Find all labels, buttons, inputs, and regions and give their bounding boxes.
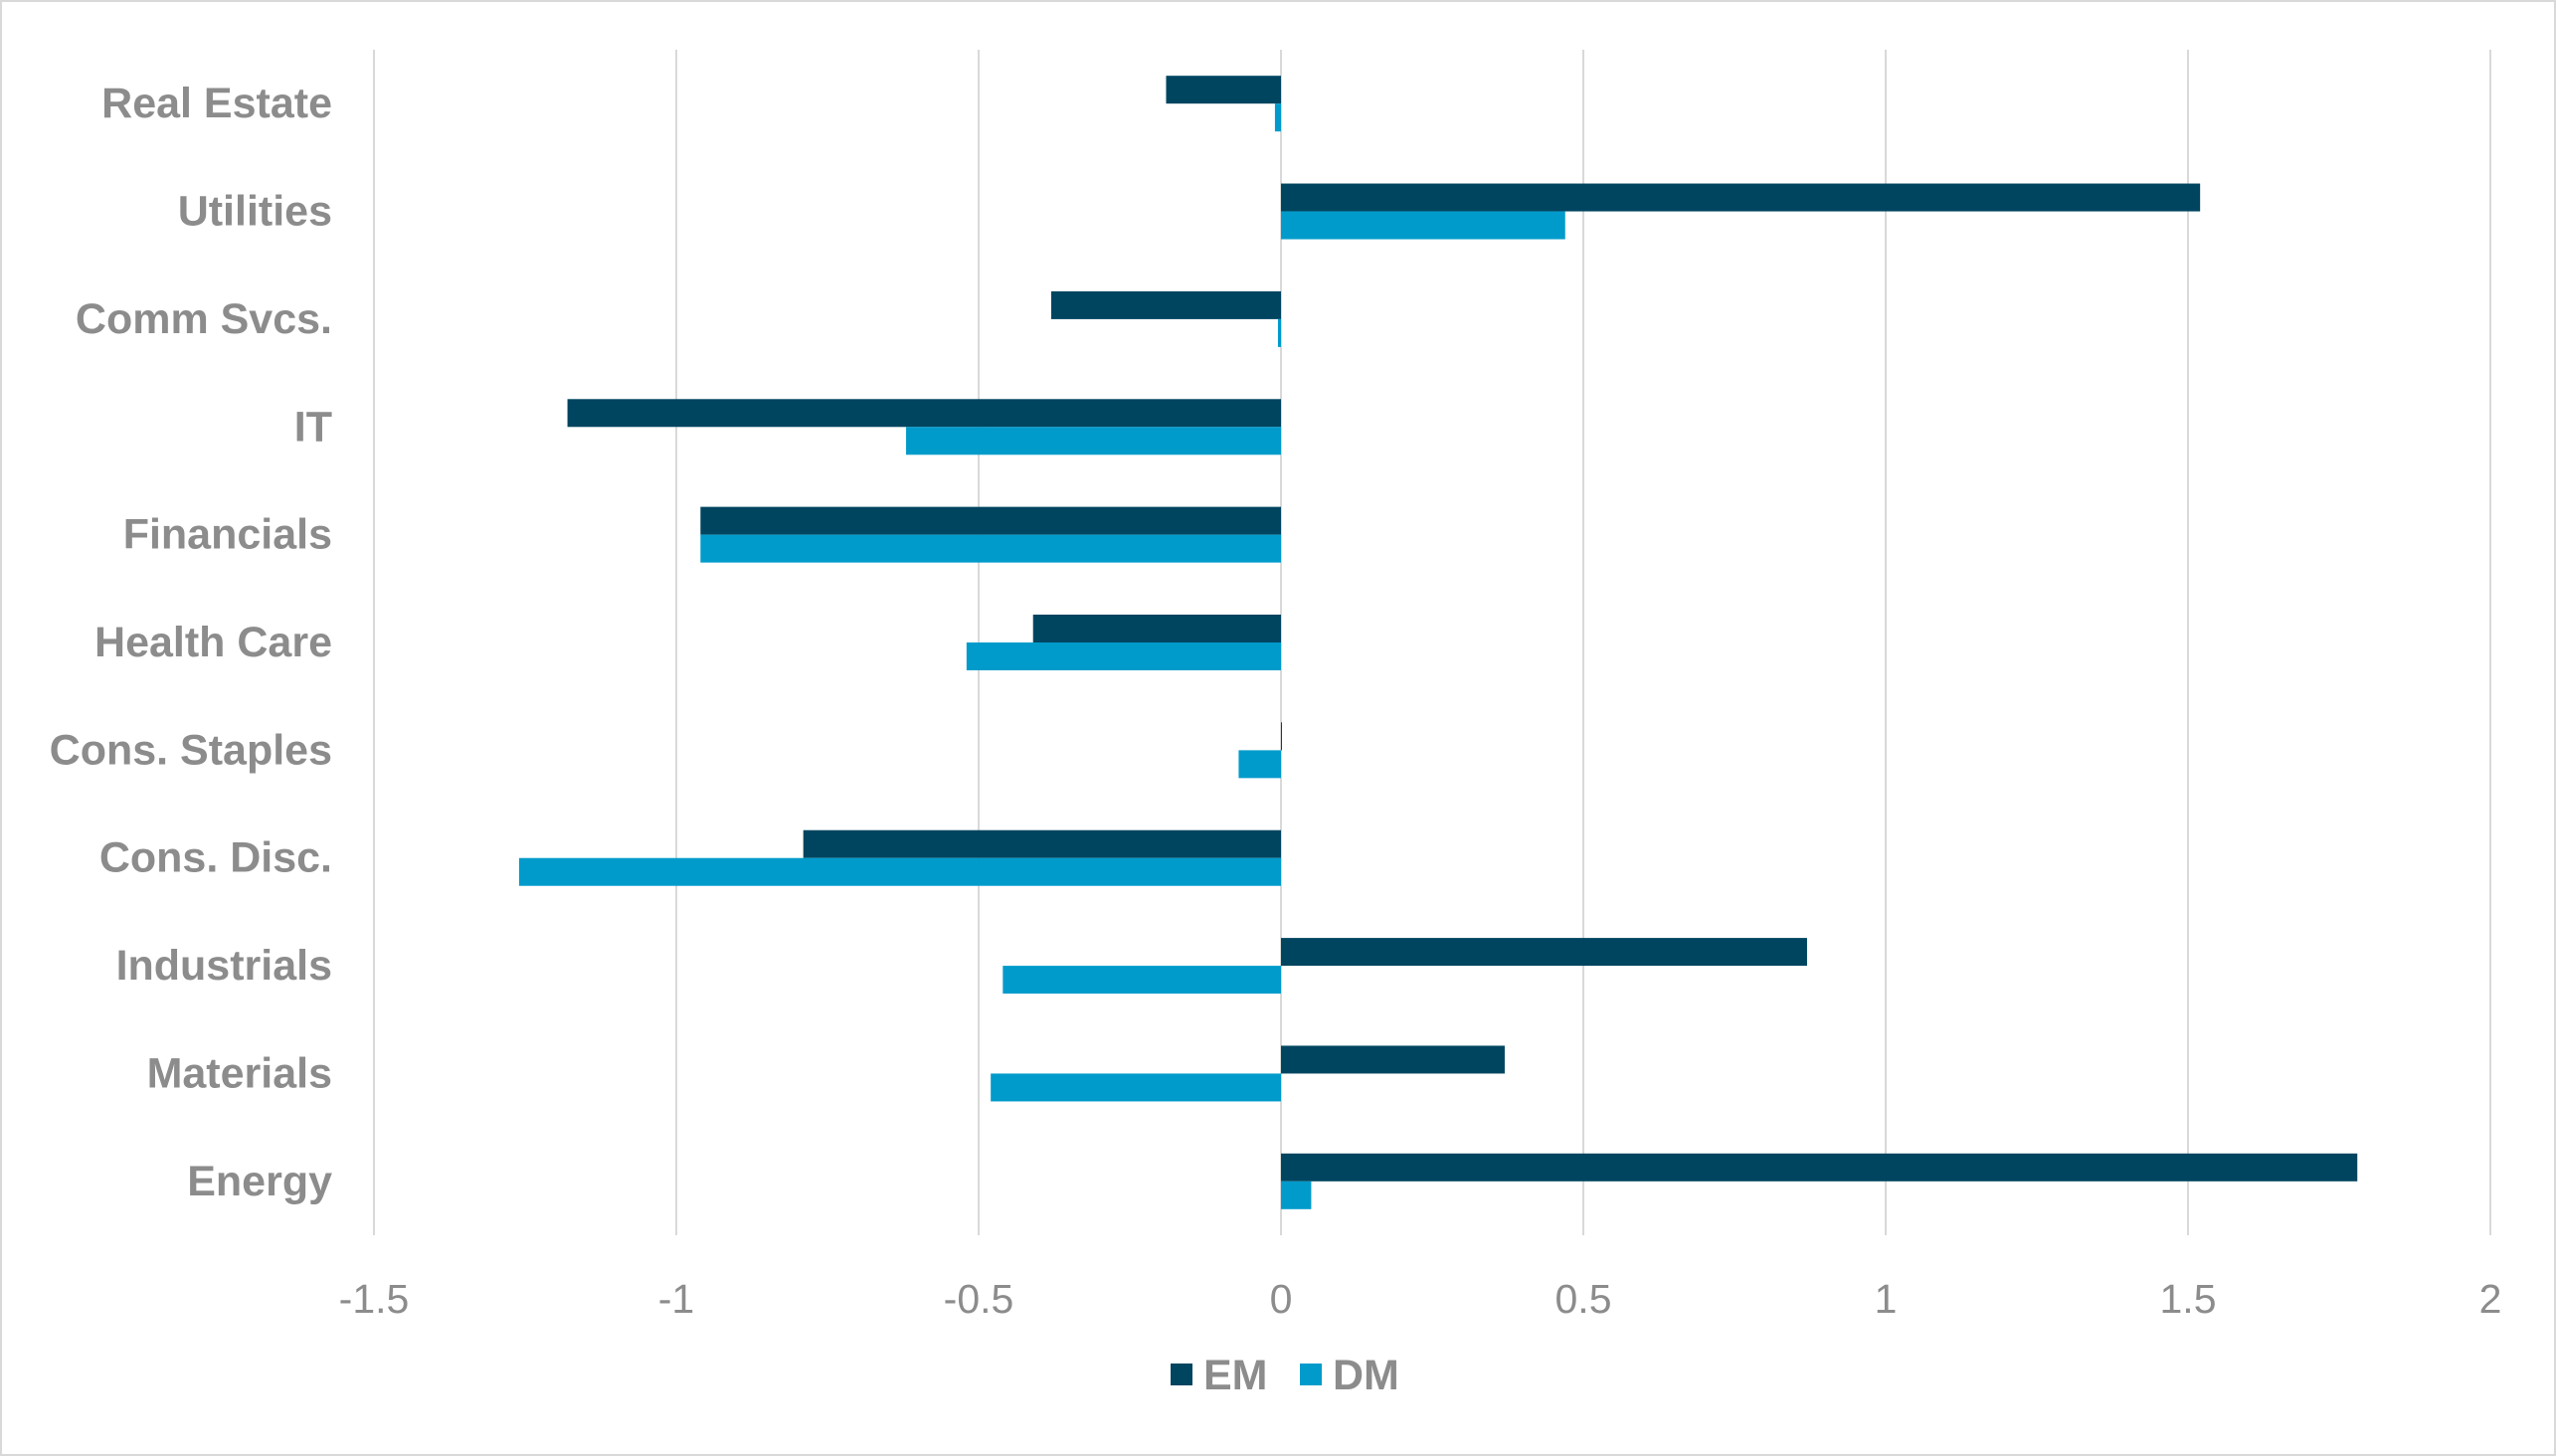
- bar-dm-cons-disc: [518, 857, 1281, 886]
- bar-em-it: [567, 399, 1281, 428]
- x-tick-label: 1: [1875, 1276, 1898, 1322]
- bar-dm-energy: [1281, 1181, 1312, 1209]
- bar-em-financials: [700, 506, 1281, 535]
- bars: [518, 76, 2358, 1209]
- category-label: Real Estate: [101, 80, 332, 127]
- bar-em-health-care: [1032, 615, 1281, 642]
- legend: EM DM: [1171, 1352, 1399, 1399]
- bar-dm-health-care: [966, 642, 1281, 670]
- x-tick-label: 2: [2479, 1276, 2502, 1322]
- category-label: Cons. Staples: [50, 726, 332, 774]
- bar-dm-materials: [991, 1073, 1281, 1102]
- bar-em-utilities: [1281, 183, 2201, 212]
- category-label: Utilities: [178, 188, 332, 236]
- bar-dm-cons-staples: [1238, 750, 1281, 779]
- bar-dm-industrials: [1003, 966, 1281, 995]
- x-tick-label: 1.5: [2160, 1276, 2217, 1322]
- legend-swatch-dm: [1300, 1364, 1322, 1385]
- bar-dm-utilities: [1281, 211, 1565, 240]
- category-labels: Real Estate Utilities Comm Svcs. IT Financia…: [50, 80, 332, 1205]
- bar-em-real-estate: [1166, 76, 1281, 104]
- bar-em-energy: [1281, 1153, 2358, 1182]
- category-label: IT: [294, 403, 332, 451]
- x-tick-label: 0.5: [1555, 1276, 1612, 1322]
- legend-label-dm: DM: [1333, 1352, 1399, 1399]
- x-tick-label: -1.5: [339, 1276, 410, 1322]
- bar-em-materials: [1281, 1045, 1505, 1074]
- x-tick-label: 0: [1270, 1276, 1293, 1322]
- category-label: Energy: [187, 1158, 332, 1205]
- bar-em-comm-svcs: [1050, 290, 1281, 319]
- legend-swatch-em: [1171, 1364, 1192, 1385]
- category-label: Materials: [147, 1049, 332, 1097]
- bar-dm-it: [906, 427, 1281, 455]
- bar-dm-real-estate: [1274, 103, 1281, 132]
- x-tick-label: -1: [658, 1276, 694, 1322]
- category-label: Financials: [123, 511, 332, 559]
- bar-em-cons-disc: [803, 829, 1281, 858]
- bar-em-cons-staples: [1281, 722, 1282, 751]
- bar-dm-financials: [700, 534, 1281, 563]
- bar-dm-comm-svcs: [1277, 318, 1281, 347]
- category-label: Industrials: [116, 942, 332, 990]
- x-axis-tick-labels: -1.5 -1 -0.5 0 0.5 1 1.5 2: [339, 1276, 2502, 1322]
- bar-em-industrials: [1281, 938, 1807, 967]
- category-label: Cons. Disc.: [99, 834, 332, 882]
- category-label: Health Care: [94, 619, 332, 666]
- category-label: Comm Svcs.: [76, 295, 332, 343]
- legend-label-em: EM: [1203, 1352, 1268, 1399]
- x-tick-label: -0.5: [944, 1276, 1014, 1322]
